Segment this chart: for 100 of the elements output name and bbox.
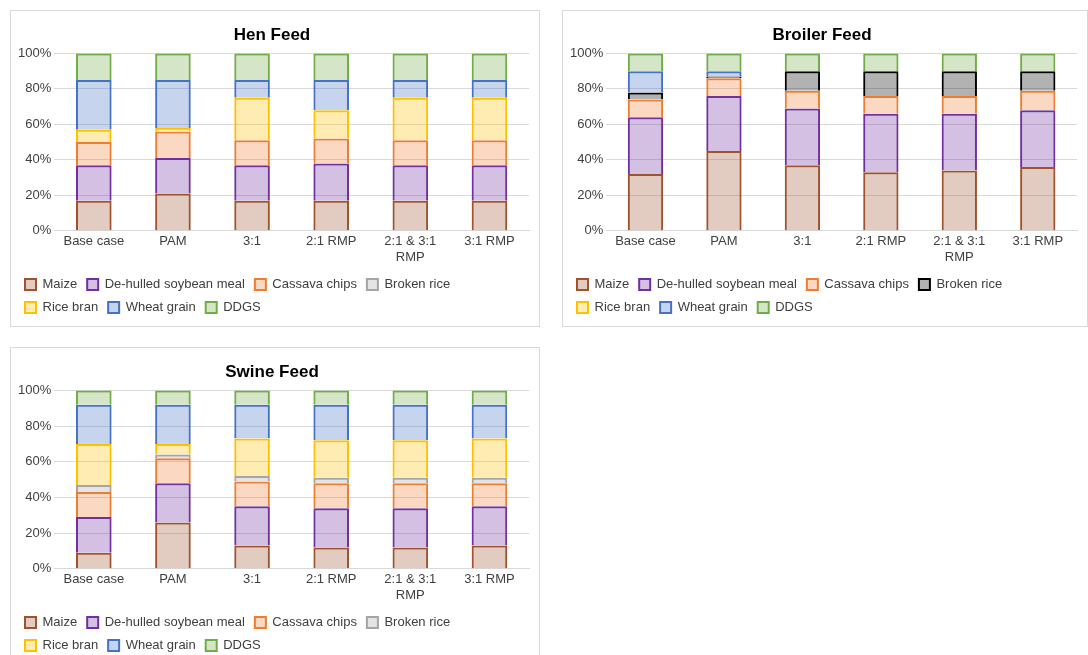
bar	[1020, 90, 1056, 111]
bar	[471, 200, 508, 231]
bar	[471, 506, 508, 546]
bar	[706, 78, 742, 96]
bar	[155, 193, 191, 231]
bar	[155, 390, 191, 405]
bar	[155, 483, 191, 523]
bar	[313, 508, 349, 548]
legend-label: De-hulled soybean meal	[104, 276, 245, 292]
bar	[471, 545, 508, 569]
legend-label: Maize	[42, 276, 78, 292]
bar	[471, 438, 508, 478]
legend-label: Rice bran	[594, 299, 651, 315]
x-tick-label: Base case	[63, 233, 125, 249]
bar	[76, 80, 112, 130]
y-tick-label: 100%	[570, 44, 604, 60]
y-tick-label: 0%	[584, 222, 604, 238]
x-tick-label: Base case	[63, 571, 125, 587]
y-tick-label: 20%	[577, 186, 604, 202]
bar	[234, 404, 270, 439]
bar	[313, 404, 349, 441]
y-tick-label: 80%	[25, 417, 52, 433]
bar	[392, 508, 429, 548]
bar	[706, 71, 742, 77]
bar	[392, 547, 429, 569]
y-tick-label: 60%	[577, 115, 604, 131]
bar	[941, 53, 977, 72]
bar	[1020, 71, 1056, 91]
bar	[76, 484, 112, 493]
bar	[313, 440, 349, 478]
bar	[941, 95, 977, 114]
bar	[784, 53, 821, 72]
bar	[76, 129, 112, 143]
x-tick-label: 2:1 & 3:1 RMP	[384, 233, 437, 264]
x-tick-label: 2:1 RMP	[855, 233, 907, 249]
legend-label: DDGS	[223, 299, 262, 315]
bar	[313, 53, 349, 81]
bar	[392, 200, 429, 231]
bar	[471, 140, 508, 166]
bar	[234, 53, 270, 81]
bar	[155, 458, 191, 484]
legend-label: DDGS	[223, 637, 262, 653]
bar	[234, 165, 270, 201]
bar	[313, 138, 349, 164]
legend-label: Rice bran	[42, 637, 99, 653]
bar	[706, 53, 742, 72]
chart-title: Broiler Feed	[772, 24, 872, 44]
bar	[76, 200, 112, 231]
bar	[392, 390, 429, 405]
x-tick-label: 3:1 RMP	[1012, 233, 1064, 249]
bar	[234, 438, 270, 477]
bar	[471, 483, 508, 507]
bar	[784, 108, 821, 166]
legend-label: De-hulled soybean meal	[104, 614, 245, 630]
bar	[471, 53, 508, 81]
y-tick-label: 80%	[25, 80, 52, 96]
x-tick-label: 2:1 & 3:1 RMP	[933, 233, 986, 264]
bar	[471, 404, 508, 439]
legend-label: Maize	[594, 276, 630, 292]
bar	[1020, 53, 1056, 72]
legend-label: Wheat grain	[125, 299, 196, 315]
bar	[155, 53, 191, 81]
bar	[784, 71, 821, 91]
bar	[234, 200, 270, 231]
bar	[1020, 166, 1056, 231]
bar	[471, 97, 508, 141]
bar	[76, 390, 112, 405]
x-tick-label: 3:1 RMP	[464, 233, 515, 249]
x-tick-label: 2:1 RMP	[305, 571, 357, 587]
bar	[392, 80, 429, 98]
x-tick-label: 2:1 RMP	[305, 233, 357, 249]
bar	[234, 140, 270, 166]
legend-label: Cassava chips	[272, 276, 358, 292]
bar	[155, 404, 191, 444]
bar	[392, 483, 429, 509]
bar	[627, 117, 664, 175]
bar	[941, 170, 977, 231]
bar	[627, 92, 664, 100]
bar	[392, 165, 429, 201]
legend-label: Broken rice	[936, 276, 1003, 292]
bar	[234, 506, 270, 546]
legend-label: Broken rice	[384, 614, 451, 630]
bar	[313, 483, 349, 509]
y-tick-label: 0%	[32, 560, 52, 576]
legend-label: Maize	[42, 614, 78, 630]
legend-label: Broken rice	[384, 276, 451, 292]
bar	[76, 552, 112, 569]
bar	[234, 390, 270, 405]
bar	[863, 113, 899, 173]
chart-title: Hen Feed	[233, 24, 311, 44]
bar	[76, 53, 112, 81]
y-tick-label: 20%	[25, 524, 52, 540]
bar	[863, 95, 899, 114]
bar	[76, 165, 112, 201]
bar	[313, 110, 349, 139]
bar	[313, 163, 349, 201]
bar	[784, 165, 821, 231]
bar	[234, 481, 270, 507]
bar	[941, 71, 977, 96]
bar	[627, 174, 664, 231]
